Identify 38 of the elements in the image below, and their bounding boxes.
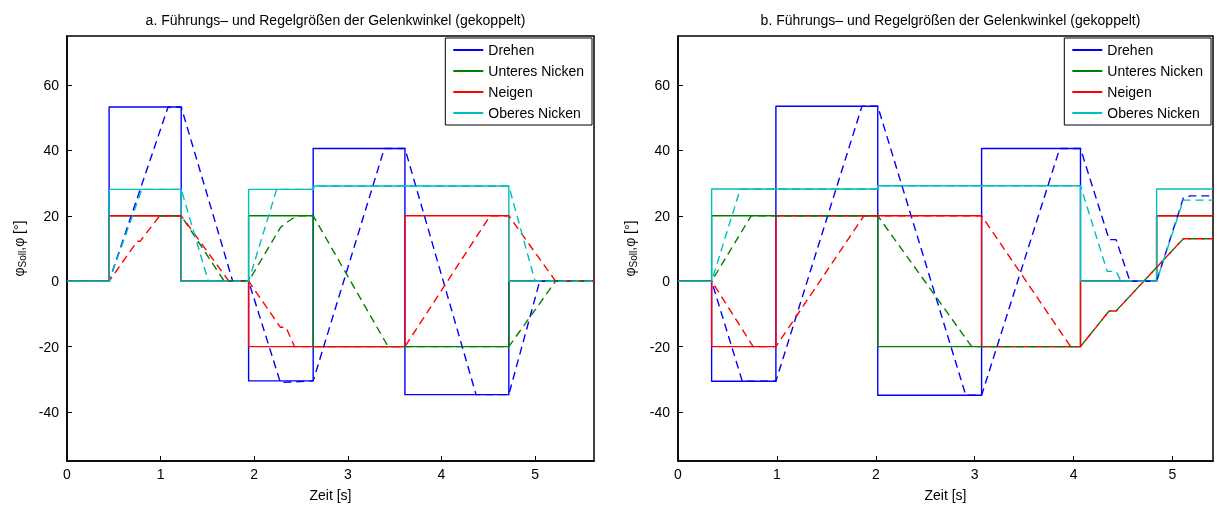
chart-title: a. Führungs– und Regelgrößen der Gelenkwinkel (gekoppelt) (145, 12, 526, 28)
x-tick-label: 5 (531, 466, 540, 482)
x-tick-label: 4 (437, 466, 446, 482)
x-axis-title: Zeit [s] (924, 487, 967, 503)
y-tick-label: -40 (649, 403, 671, 420)
x-tick-label: 3 (343, 466, 352, 482)
chart-title: b. Führungs– und Regelgrößen der Gelenkwinkel (gekoppelt) (760, 12, 1141, 28)
legend-label: Drehen (488, 42, 535, 58)
y-tick-label: -40 (38, 403, 60, 420)
y-tick-label: -20 (649, 338, 671, 355)
y-tick-label: 0 (662, 273, 671, 290)
x-tick-label: 4 (1069, 466, 1078, 482)
y-axis-title: φSoll,φ [°] (621, 220, 640, 277)
x-tick-label: 2 (871, 466, 880, 482)
legend-label: Oberes Nicken (488, 105, 581, 121)
y-tick-label: 20 (654, 207, 671, 224)
x-tick-label: 2 (250, 466, 259, 482)
x-tick-label: 0 (63, 466, 72, 482)
legend-label: Neigen (1107, 84, 1152, 100)
legend-label: Neigen (488, 84, 533, 100)
y-tick-label: 60 (654, 77, 671, 94)
y-tick-label: 40 (654, 142, 671, 159)
legend-label: Unteres Nicken (1107, 63, 1203, 79)
x-tick-label: 0 (674, 466, 683, 482)
y-tick-label: -20 (38, 338, 60, 355)
x-axis-title: Zeit [s] (309, 487, 352, 503)
y-tick-label: 60 (43, 77, 60, 94)
legend-label: Drehen (1107, 42, 1154, 58)
x-tick-label: 5 (1168, 466, 1177, 482)
x-tick-label: 3 (970, 466, 979, 482)
y-tick-label: 20 (43, 207, 60, 224)
y-axis-title: φSoll,φ [°] (10, 220, 29, 277)
y-tick-label: 40 (43, 142, 60, 159)
y-tick-label: 0 (51, 273, 60, 290)
x-tick-label: 1 (156, 466, 165, 482)
x-tick-label: 1 (772, 466, 781, 482)
legend-label: Oberes Nicken (1107, 105, 1200, 121)
legend-label: Unteres Nicken (488, 63, 584, 79)
